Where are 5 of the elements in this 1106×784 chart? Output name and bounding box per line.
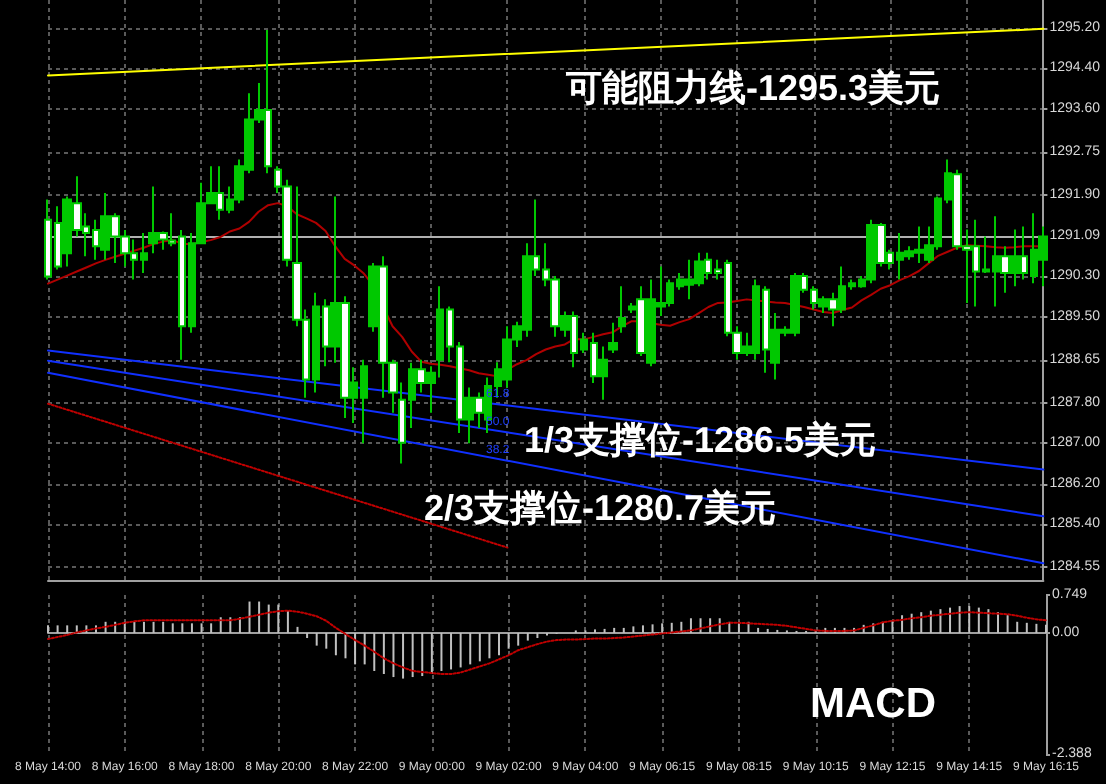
candlestick xyxy=(608,321,618,355)
line-series xyxy=(47,609,1047,676)
candlestick xyxy=(618,285,626,334)
annotation: MACD xyxy=(810,680,936,727)
annotation: 可能阻力线-1295.3美元 xyxy=(564,68,941,109)
